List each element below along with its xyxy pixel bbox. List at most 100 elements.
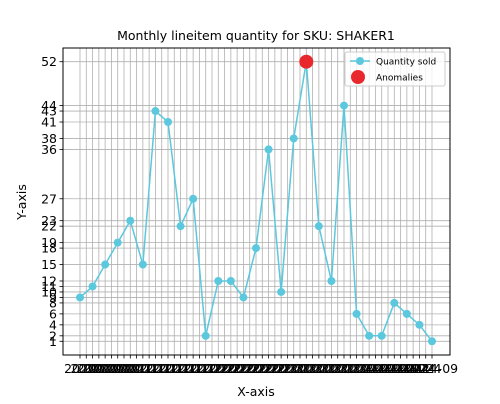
y-tick-label: 41 <box>41 115 57 130</box>
data-point <box>214 276 223 285</box>
x-tick-label: 2023 <box>278 361 310 376</box>
x-tick-label: 2021 <box>152 361 184 376</box>
x-tick-label: 2021 <box>140 361 172 376</box>
x-tick-label: 2020 <box>96 361 128 376</box>
x-tick-label: 2020 <box>77 361 109 376</box>
data-point <box>277 287 286 296</box>
y-tick-label: 11 <box>41 279 57 294</box>
x-tick-label: 2024 <box>360 361 392 376</box>
x-tick-label: 2020 <box>108 361 140 376</box>
y-tick-label: 9 <box>49 290 57 305</box>
data-point <box>352 309 361 318</box>
x-tick-label: 2024 <box>391 361 423 376</box>
x-tick-label: 2023 <box>284 361 316 376</box>
data-point <box>126 216 135 225</box>
y-tick-label: 44 <box>41 98 57 113</box>
y-tick-label: 1 <box>49 334 57 349</box>
y-tick-label: 8 <box>49 295 57 310</box>
data-point <box>252 244 260 253</box>
x-tick-label: 2022 <box>215 361 247 376</box>
data-point <box>189 194 198 203</box>
x-tick-label: 2022 <box>196 361 228 376</box>
x-tick-label: 2022 <box>202 361 234 376</box>
data-point <box>314 222 323 231</box>
x-tick-label: 2023 <box>334 361 366 376</box>
y-tick-label: 6 <box>49 306 57 321</box>
data-point <box>226 276 235 285</box>
y-tick-label: 38 <box>41 131 57 146</box>
x-tick-label: 2024 <box>397 361 429 376</box>
y-tick-label: 18 <box>41 241 57 256</box>
x-tick-label: 2024 <box>410 361 442 376</box>
data-point <box>88 282 97 291</box>
x-tick-label: 2024 <box>404 361 436 376</box>
x-tick-label: 2022 <box>253 361 285 376</box>
x-tick-label: 2024-09 <box>406 361 458 376</box>
x-tick-label: 2021 <box>114 361 146 376</box>
x-tick-label: 2023 <box>328 361 360 376</box>
x-tick-label: 2024 <box>366 361 398 376</box>
x-tick-label: 2021 <box>184 361 216 376</box>
x-tick-label: 2022 <box>240 361 272 376</box>
x-tick-label: 2021 <box>158 361 190 376</box>
x-tick-label: 2022 <box>209 361 241 376</box>
data-point <box>201 331 210 340</box>
x-tick-label: 2020 <box>102 361 134 376</box>
plot-frame <box>62 47 451 356</box>
y-tick-label: 4 <box>49 317 57 332</box>
y-tick-label: 15 <box>41 257 57 272</box>
chart-title: Monthly lineitem quantity for SKU: SHAKE… <box>117 28 395 43</box>
x-tick-label: 2022 <box>259 361 291 376</box>
data-point <box>138 260 147 269</box>
x-tick-label: 2021 <box>177 361 209 376</box>
data-point <box>239 293 248 302</box>
x-tick-label: 2021 <box>133 361 165 376</box>
series-layer <box>76 54 436 346</box>
x-tick-label: 2024 <box>372 361 404 376</box>
data-point <box>340 101 348 110</box>
x-tick-label: 2022 <box>190 361 222 376</box>
x-tick-label: 2023 <box>272 361 304 376</box>
y-axis-label: Y-axis <box>14 184 29 221</box>
x-tick-label: 2020 <box>64 361 96 376</box>
x-tick-label: 2021 <box>121 361 153 376</box>
legend-label-quantity-sold: Quantity sold <box>376 58 436 68</box>
data-point <box>402 309 411 318</box>
data-point <box>113 238 122 247</box>
x-tick-label: 2023 <box>303 361 335 376</box>
x-tick-label: 2021 <box>127 361 159 376</box>
y-tick-label: 52 <box>41 54 57 69</box>
x-tick-label: 2020 <box>89 361 121 376</box>
data-point <box>327 276 336 285</box>
x-tick-label: 2024 <box>385 361 417 376</box>
legend-marker-swatch <box>356 57 364 65</box>
x-tick-label: 2022 <box>228 361 260 376</box>
x-tick-label: 2022 <box>246 361 278 376</box>
x-tick-label: 2021 <box>165 361 197 376</box>
x-tick-label: 2023 <box>297 361 329 376</box>
data-point <box>428 337 436 346</box>
legend-label-anomalies: Anomalies <box>376 74 423 84</box>
legend: Quantity sold Anomalies <box>344 51 446 87</box>
x-tick-label: 2023 <box>316 361 348 376</box>
anomaly-point <box>299 54 314 69</box>
y-tick-label: 19 <box>41 235 57 250</box>
data-point <box>415 320 424 329</box>
data-point <box>151 107 160 116</box>
x-tick-label: 2023 <box>309 361 341 376</box>
legend-anomaly-swatch <box>351 70 365 84</box>
grid-layer <box>63 48 450 355</box>
y-tick-label: 23 <box>41 213 57 228</box>
x-tick-label: 2023 <box>265 361 297 376</box>
y-tick-label: 27 <box>41 191 57 206</box>
x-axis-label: X-axis <box>237 384 275 399</box>
data-point <box>365 331 374 340</box>
x-tick-label: 2021 <box>171 361 203 376</box>
y-tick-label: 43 <box>41 104 57 119</box>
data-point <box>264 145 273 154</box>
data-point <box>289 134 298 143</box>
x-tick-label: 2023 <box>322 361 354 376</box>
x-tick-label: 2024 <box>341 361 373 376</box>
data-point <box>101 260 110 269</box>
data-point <box>377 331 386 340</box>
